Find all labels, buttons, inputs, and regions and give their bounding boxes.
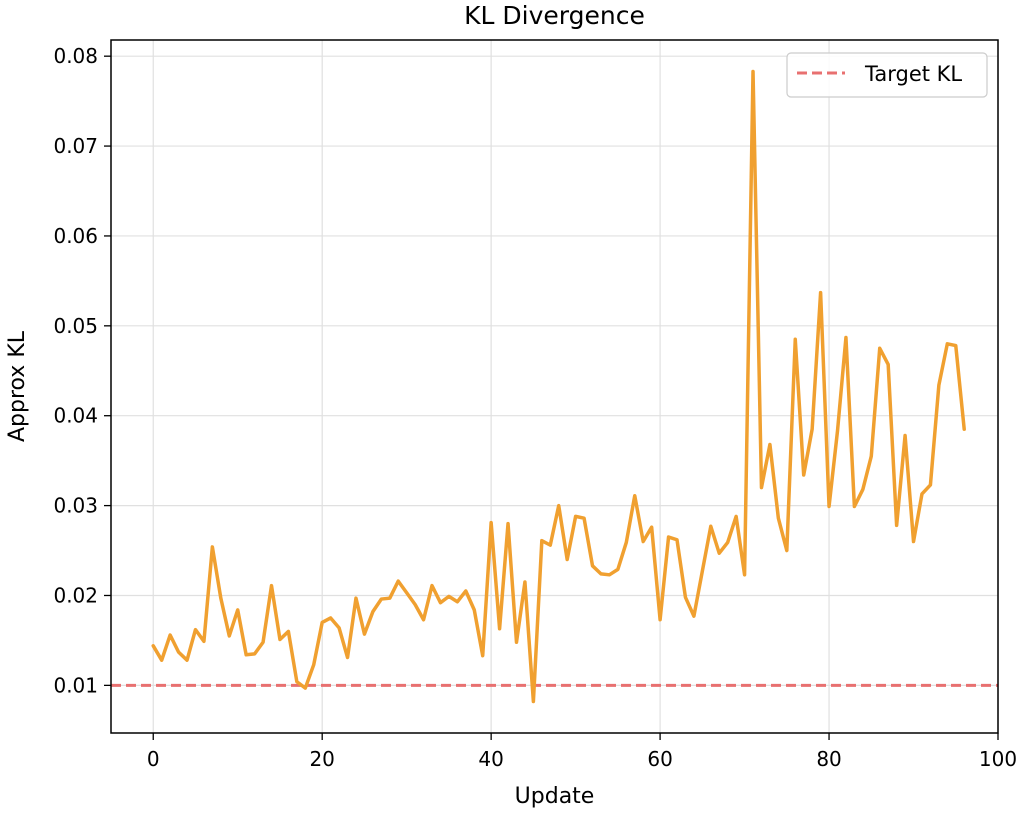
x-tick-label: 0 <box>147 747 160 771</box>
x-axis-label: Update <box>515 784 595 809</box>
legend-target-kl-label: Target KL <box>864 62 962 86</box>
x-tick-label: 60 <box>647 747 672 771</box>
y-tick-label: 0.05 <box>53 314 98 338</box>
plot-frame <box>110 39 999 734</box>
y-axis-label: Approx KL <box>5 330 30 442</box>
approx-kl-line <box>151 69 966 704</box>
x-tick-label: 40 <box>478 747 503 771</box>
y-tick-label: 0.08 <box>53 44 98 68</box>
y-tick-label: 0.07 <box>53 134 98 158</box>
y-axis-ticks: 0.01 0.02 0.03 0.04 0.05 0.06 0.07 0.08 <box>53 44 111 697</box>
x-tick-label: 100 <box>979 747 1017 771</box>
x-axis-ticks: 0 20 40 60 80 100 <box>147 733 1017 771</box>
y-tick-label: 0.06 <box>53 224 98 248</box>
chart-title: KL Divergence <box>464 1 645 30</box>
y-tick-label: 0.03 <box>53 494 98 518</box>
y-tick-label: 0.04 <box>53 404 98 428</box>
x-tick-label: 20 <box>309 747 334 771</box>
series-layer <box>151 69 966 704</box>
y-tick-label: 0.02 <box>53 583 98 607</box>
y-tick-label: 0.01 <box>53 673 98 697</box>
x-tick-label: 80 <box>816 747 841 771</box>
legend: Target KL <box>786 52 988 98</box>
legend-box <box>786 52 988 98</box>
